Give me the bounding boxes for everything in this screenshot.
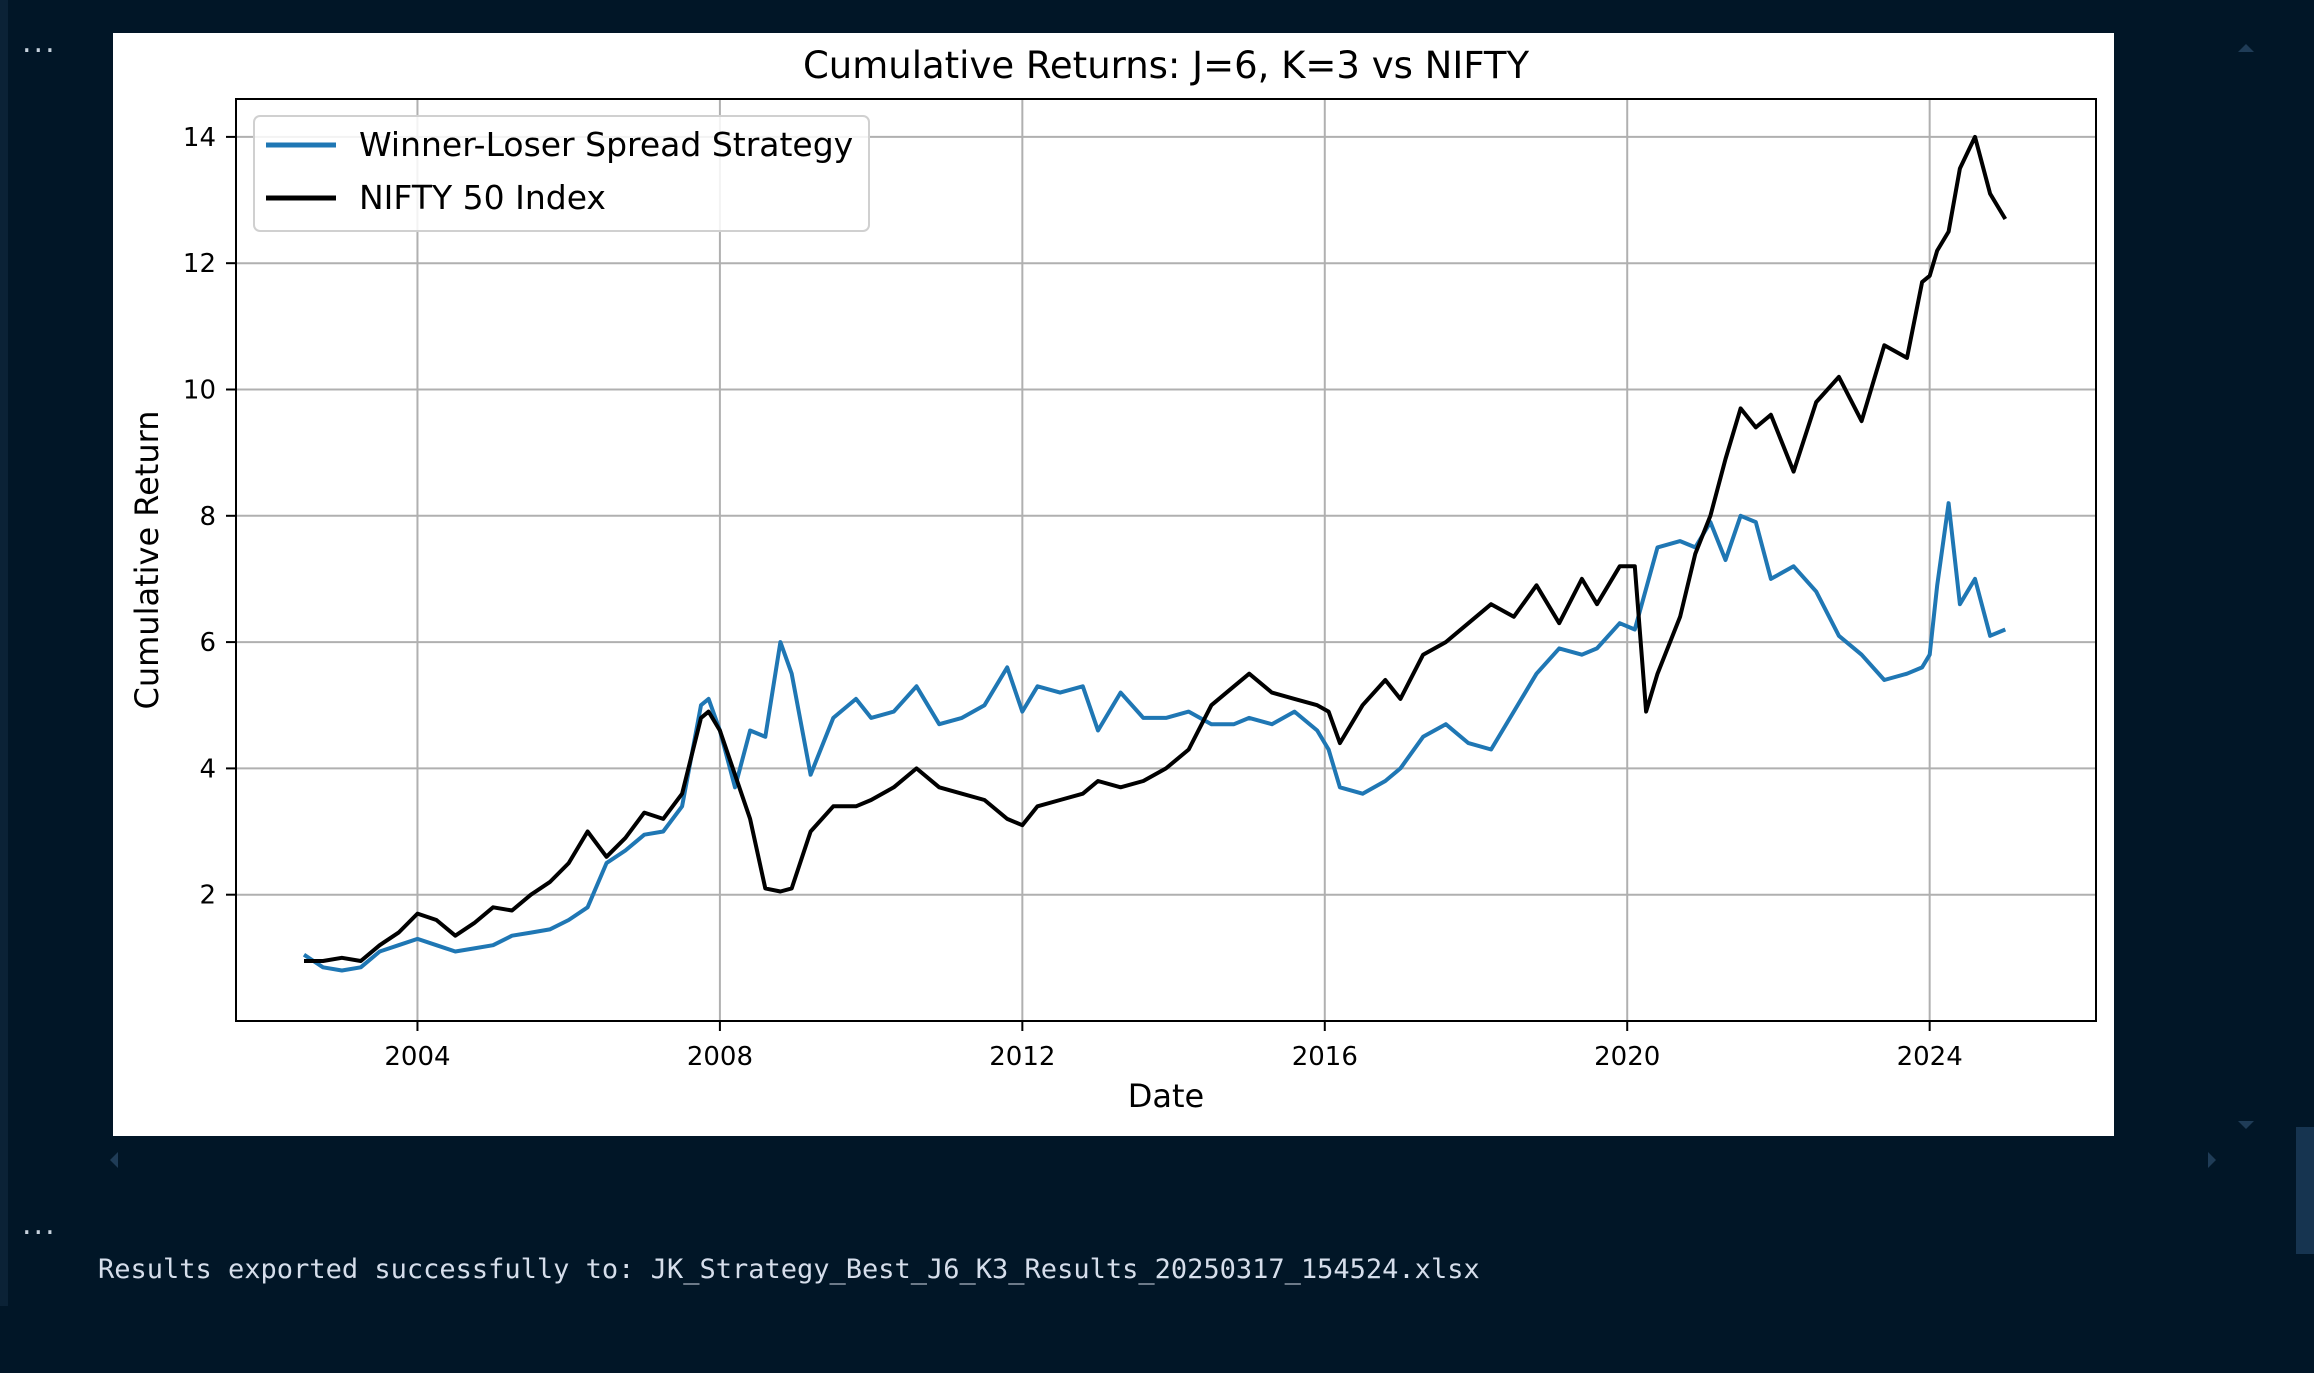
y-tick-label: 8: [199, 502, 216, 532]
y-axis-label: Cumulative Return: [128, 411, 166, 710]
cell-gutter: [0, 0, 8, 1306]
y-tick-label: 14: [183, 123, 216, 153]
cell-collapse-toggle-2[interactable]: ...: [22, 1207, 57, 1242]
x-tick-label: 2004: [384, 1042, 450, 1072]
chart-output: 2004 2008 2012 2016 2020 2024 2 4 6 8 10 12 14 Cumula…: [113, 33, 2114, 1136]
nifty-series-line: [304, 134, 2008, 963]
legend-label-strategy: Winner-Loser Spread Strategy: [359, 125, 853, 164]
y-tick-label: 4: [199, 754, 216, 784]
y-tick-label: 6: [199, 628, 216, 658]
x-axis-label: Date: [1128, 1077, 1204, 1115]
scroll-down-arrow[interactable]: [2238, 1121, 2254, 1129]
plot-frame: [235, 98, 2097, 1022]
x-tick-label: 2008: [687, 1042, 753, 1072]
scroll-up-arrow[interactable]: [2238, 44, 2254, 52]
console-output-text: Results exported successfully to: JK_Str…: [98, 1254, 1480, 1285]
cell-collapse-toggle-1[interactable]: ...: [22, 25, 57, 60]
scroll-left-arrow[interactable]: [110, 1152, 118, 1168]
scroll-right-arrow[interactable]: [2208, 1152, 2216, 1168]
legend-box: [253, 115, 870, 232]
x-tick-label: 2016: [1292, 1042, 1358, 1072]
x-tick-label: 2024: [1897, 1042, 1963, 1072]
x-tick-label: 2012: [989, 1042, 1055, 1072]
chart-title: Cumulative Returns: J=6, K=3 vs NIFTY: [803, 44, 1530, 87]
y-tick-label: 2: [199, 881, 216, 911]
legend-label-nifty: NIFTY 50 Index: [359, 178, 606, 217]
vertical-scrollbar-thumb[interactable]: [2296, 1127, 2314, 1254]
x-tick-label: 2020: [1594, 1042, 1660, 1072]
y-tick-label: 10: [183, 375, 216, 405]
y-tick-label: 12: [183, 249, 216, 279]
chart-svg: 2004 2008 2012 2016 2020 2024 2 4 6 8 10 12 14 Cumula…: [128, 44, 2097, 1115]
strategy-series-line: [302, 501, 2007, 973]
